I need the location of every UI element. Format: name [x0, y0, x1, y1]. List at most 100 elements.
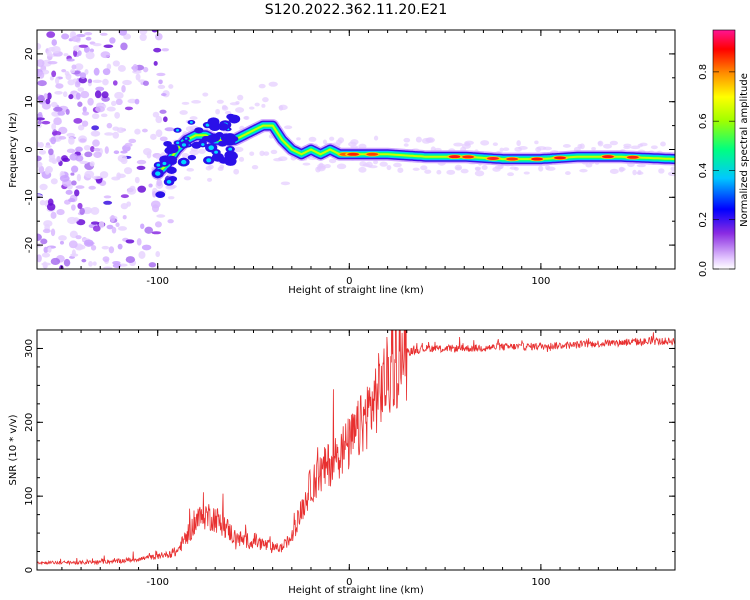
noise-blob — [37, 117, 45, 121]
noise-blob — [88, 185, 96, 190]
noise-blob — [161, 93, 167, 97]
noise-blob — [46, 31, 56, 38]
noise-blob — [56, 208, 65, 216]
halo-blob — [318, 162, 324, 169]
noise-blob — [39, 183, 48, 191]
noise-blob — [70, 253, 79, 257]
noise-blob — [37, 112, 43, 117]
halo-blob — [261, 103, 266, 108]
noise-blob — [154, 221, 162, 228]
noise-blob — [80, 72, 87, 80]
halo-blob — [329, 136, 335, 141]
halo-blob — [165, 184, 176, 190]
noise-blob — [94, 90, 102, 99]
halo-blob — [198, 148, 206, 154]
noise-blob — [99, 171, 109, 179]
noise-blob — [47, 92, 52, 100]
noise-blob — [91, 113, 100, 120]
noise-blob — [153, 47, 162, 53]
noise-blob — [126, 187, 137, 195]
noise-blob — [58, 235, 67, 241]
halo-blob — [535, 146, 542, 153]
halo-blob — [618, 166, 625, 173]
hot-spot — [506, 157, 519, 161]
noise-blob — [81, 111, 90, 116]
noise-blob — [47, 60, 58, 65]
halo-blob — [585, 163, 593, 168]
noise-blob — [55, 83, 64, 89]
noise-blob — [61, 155, 69, 162]
noise-blob — [37, 161, 43, 168]
noise-blob — [83, 239, 94, 247]
halo-blob — [393, 162, 402, 168]
halo-blob — [386, 164, 392, 171]
snr-frame — [36, 329, 676, 571]
noise-blob — [139, 30, 148, 35]
noise-blob — [112, 60, 120, 67]
noise-blob — [74, 80, 81, 88]
halo-blob — [233, 146, 244, 153]
noise-blob — [44, 167, 50, 175]
noise-blob — [90, 206, 100, 215]
halo-blob — [481, 165, 488, 170]
halo-blob — [337, 137, 345, 144]
noise-blob — [73, 217, 79, 222]
noise-blob — [93, 147, 101, 152]
noise-blob — [37, 59, 45, 67]
ridge-blob-core — [184, 137, 188, 140]
noise-blob — [101, 245, 110, 250]
noise-blob — [59, 240, 64, 245]
halo-blob — [420, 165, 428, 171]
halo-blob — [189, 149, 199, 156]
noise-blob — [51, 123, 57, 131]
noise-blob — [51, 45, 61, 54]
noise-blob — [111, 100, 117, 106]
noise-blob — [136, 165, 146, 170]
noise-blob — [82, 106, 87, 113]
noise-blob — [95, 105, 105, 113]
halo-blob — [358, 166, 367, 173]
noise-blob — [111, 176, 121, 181]
noise-blob — [151, 231, 162, 235]
halo-blob — [258, 83, 266, 89]
halo-blob — [630, 145, 641, 150]
noise-blob — [117, 243, 123, 250]
ridge-blob-core — [181, 159, 187, 165]
halo-blob — [248, 106, 255, 110]
noise-blob — [106, 224, 114, 230]
noise-blob — [71, 165, 79, 173]
ridge-blob-core — [155, 171, 161, 176]
y-tick-label: 300 — [24, 339, 35, 358]
noise-blob — [43, 246, 49, 254]
noise-blob — [47, 246, 52, 253]
noise-blob — [156, 214, 166, 218]
noise-blob — [57, 111, 66, 116]
noise-blob — [38, 149, 47, 155]
halo-blob — [167, 196, 175, 200]
noise-blob — [159, 109, 167, 114]
ridge-blob-core — [205, 123, 210, 127]
halo-blob — [562, 144, 571, 148]
hot-spot — [554, 156, 567, 160]
noise-blob — [41, 120, 51, 125]
noise-blob — [75, 235, 82, 240]
noise-blob — [59, 174, 70, 182]
ridge-blob-core — [176, 141, 180, 145]
y-tick-label: -10 — [24, 189, 35, 205]
noise-blob — [155, 129, 163, 138]
noise-blob — [90, 221, 100, 225]
hot-spot — [448, 155, 461, 159]
noise-blob — [106, 106, 116, 112]
halo-blob — [667, 171, 675, 177]
halo-blob — [262, 97, 269, 103]
noise-blob — [152, 190, 157, 198]
noise-blob — [66, 58, 75, 62]
ridge-blob — [194, 127, 204, 134]
noise-blob — [120, 202, 129, 210]
halo-blob — [238, 156, 245, 162]
noise-blob — [69, 153, 78, 161]
noise-blob — [138, 251, 146, 259]
noise-blob — [61, 68, 67, 73]
hot-spot — [366, 152, 379, 156]
